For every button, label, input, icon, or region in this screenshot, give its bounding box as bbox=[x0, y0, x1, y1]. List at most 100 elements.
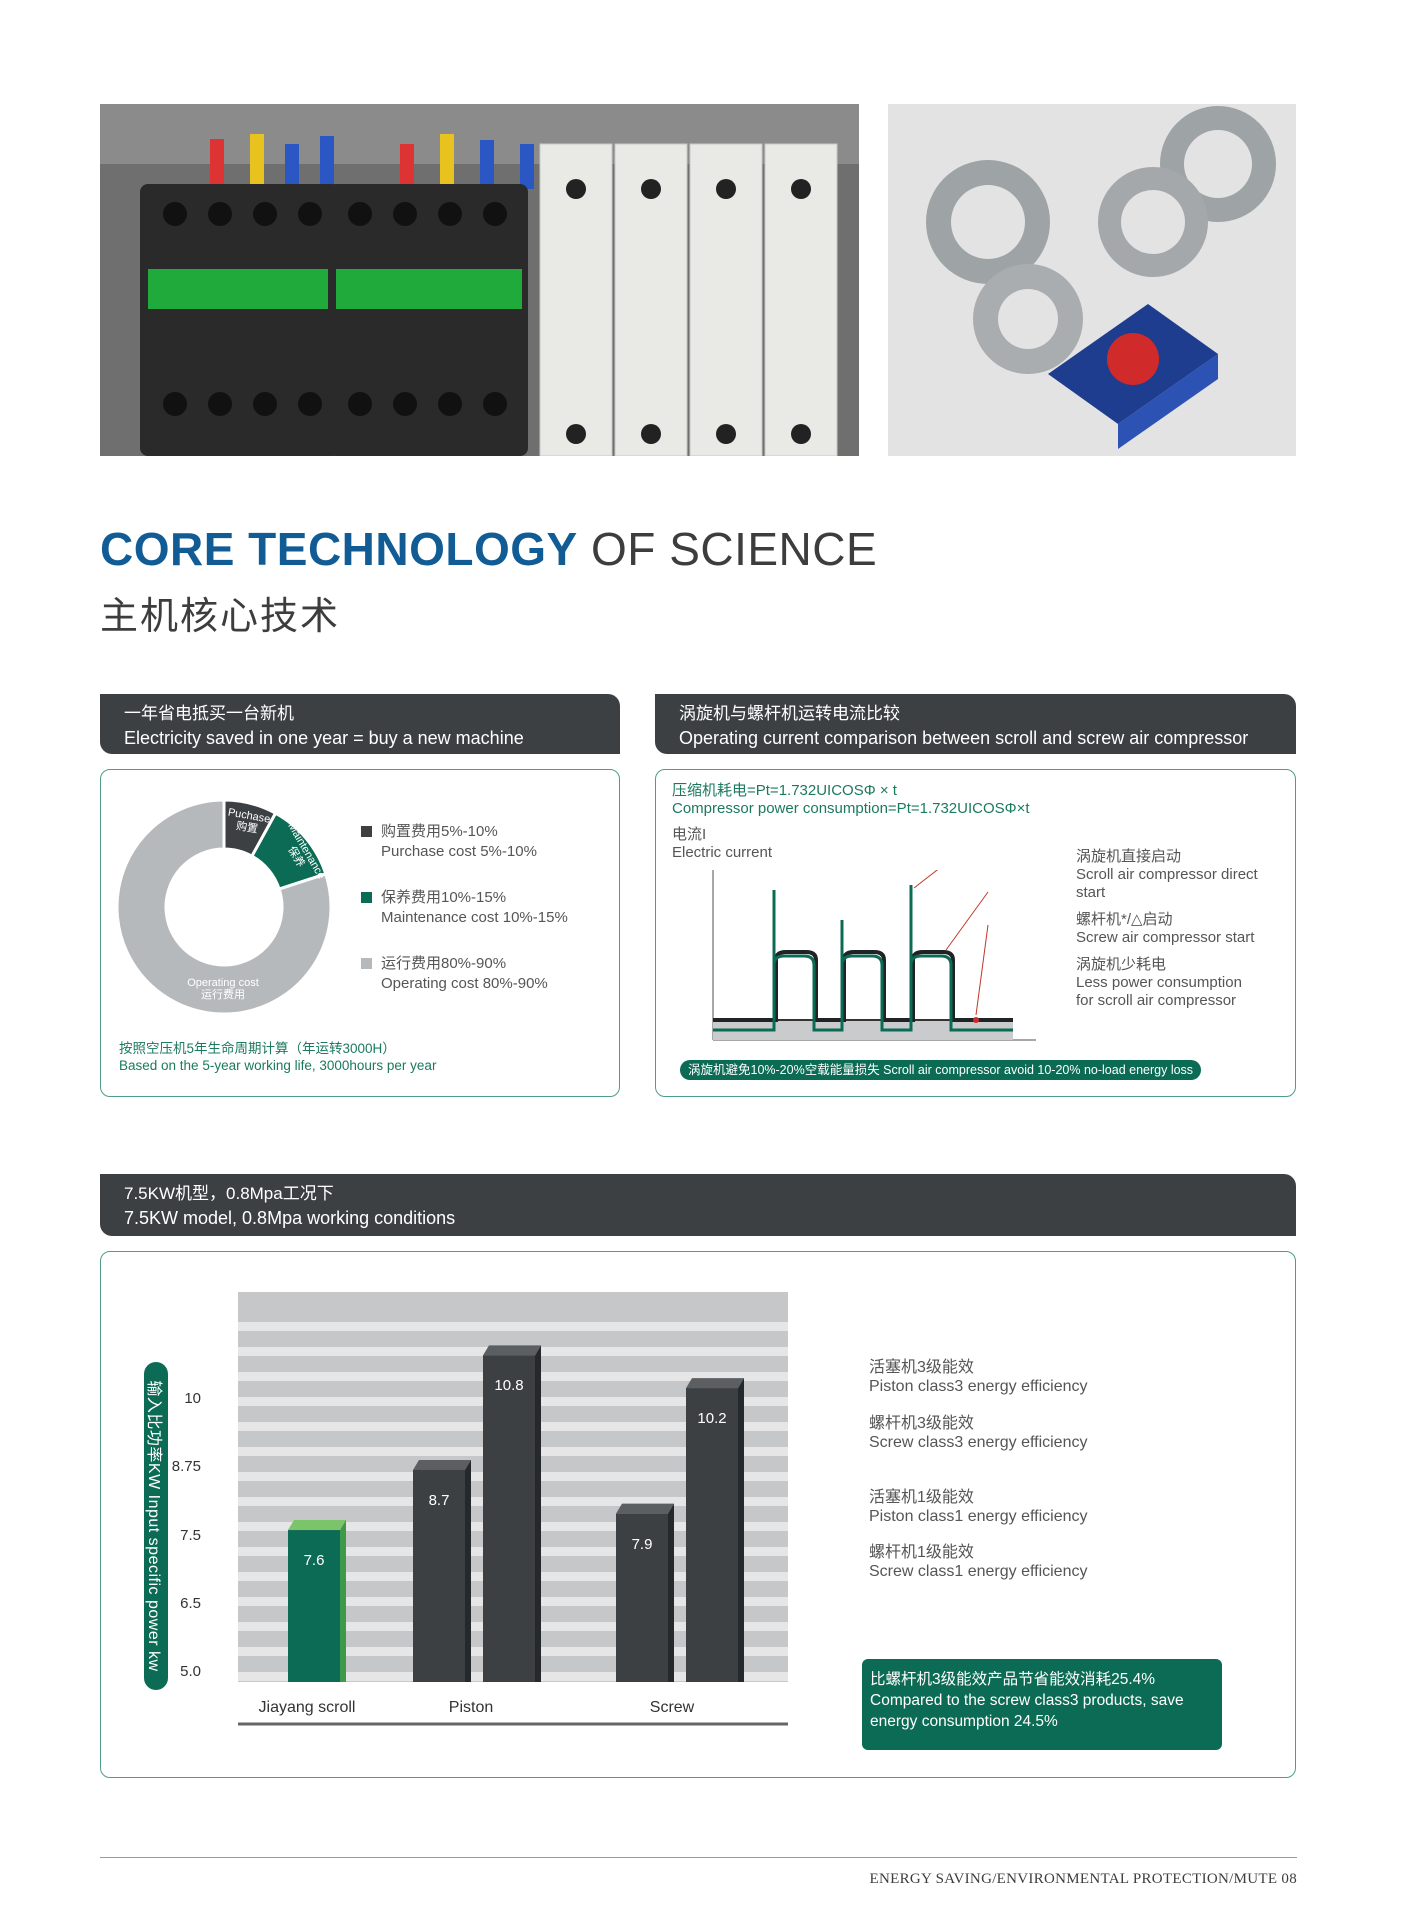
annotation-screw-start: 螺杆机*/△启动 Screw air compressor start bbox=[1076, 911, 1254, 947]
page-title-cn: 主机核心技术 bbox=[100, 596, 341, 638]
annotation-screw-start-cn: 螺杆机*/△启动 bbox=[1076, 911, 1173, 928]
annotation-scroll-direct-start-en-b: start bbox=[1076, 884, 1106, 901]
bar-side-2 bbox=[535, 1345, 541, 1682]
bar-top-3 bbox=[616, 1503, 674, 1514]
section-header-electricity: 一年省电抵买一台新机 Electricity saved in one year… bbox=[100, 694, 620, 754]
annotation-piston-class3: 活塞机3级能效 Piston class3 energy efficiency bbox=[869, 1358, 1087, 1396]
bar-1 bbox=[413, 1469, 465, 1682]
current-waveform bbox=[712, 870, 1036, 1041]
legend-operating-cn: 运行费用80%-90% bbox=[381, 955, 507, 972]
electrical-components-photo bbox=[100, 104, 859, 456]
saving-callout: 比螺杆机3级能效产品节省能效消耗25.4% Compared to the sc… bbox=[862, 1659, 1222, 1750]
donut-panel: Puchase 购置 Maintenance 保养 Operating cost… bbox=[100, 769, 620, 1097]
bar-value-label: 7.9 bbox=[631, 1535, 653, 1553]
y-tick-label: 8.75 bbox=[171, 1458, 201, 1476]
cost-donut-chart bbox=[117, 800, 331, 1014]
section-header-en: Electricity saved in one year = buy a ne… bbox=[124, 728, 524, 748]
annotation-piston-class3-cn: 活塞机3级能效 bbox=[869, 1359, 974, 1376]
y-tick-label: 6.5 bbox=[180, 1594, 201, 1612]
legend-swatch-maintenance bbox=[361, 892, 372, 903]
bearings-illustration bbox=[888, 104, 1296, 456]
donut-note-cn: 按照空压机5年生命周期计算（年运转3000H） bbox=[119, 1041, 396, 1056]
annotation-piston-class3-en: Piston class3 energy efficiency bbox=[869, 1378, 1088, 1395]
donut-slice-2 bbox=[117, 800, 331, 1014]
annotation-less-power: 涡旋机少耗电 Less power consumption for scroll… bbox=[1076, 956, 1242, 1010]
bar-value-label: 10.2 bbox=[697, 1410, 727, 1428]
annotation-screw-start-en: Screw air compressor start bbox=[1076, 929, 1255, 946]
saving-callout-cn: 比螺杆机3级能效产品节省能效消耗25.4% bbox=[870, 1671, 1156, 1688]
annotation-screw-class3: 螺杆机3级能效 Screw class3 energy efficiency bbox=[869, 1414, 1087, 1452]
donut-note-en: Based on the 5-year working life, 3000ho… bbox=[119, 1058, 437, 1073]
y-axis-label: 输入比功率KW Input specific power kw bbox=[144, 1362, 168, 1690]
section-header-cn: 一年省电抵买一台新机 bbox=[124, 704, 294, 723]
bar-chart-panel: 输入比功率KW Input specific power kw 5.0 6.5 7.… bbox=[100, 1251, 1296, 1778]
footer-divider bbox=[100, 1857, 1297, 1858]
power-formula: 压缩机耗电=Pt=1.732UICOSΦ × t Compressor powe… bbox=[672, 782, 1030, 818]
scroll-current-trace bbox=[713, 885, 1013, 1032]
annotation-piston-class1-en: Piston class1 energy efficiency bbox=[869, 1508, 1088, 1525]
bar-side-1 bbox=[465, 1459, 471, 1682]
legend-purchase-cn: 购置费用5%-10% bbox=[381, 823, 498, 840]
bar-top-2 bbox=[483, 1345, 541, 1356]
legend-maintenance: 保养费用10%-15% Maintenance cost 10%-15% bbox=[361, 888, 568, 928]
y-tick-label: 7.5 bbox=[180, 1526, 201, 1544]
annotation-less-power-en-b: for scroll air compressor bbox=[1076, 992, 1237, 1009]
legend-operating: 运行费用80%-90% Operating cost 80%-90% bbox=[361, 954, 548, 994]
no-load-loss-pill: 涡旋机避免10%-20%空载能量损失 Scroll air compressor… bbox=[680, 1060, 1202, 1080]
plot-stripe bbox=[238, 1322, 788, 1331]
bar-0 bbox=[288, 1530, 340, 1682]
legend-operating-en: Operating cost 80%-90% bbox=[381, 975, 548, 992]
bar-top-0 bbox=[288, 1520, 346, 1531]
bar-side-0 bbox=[340, 1520, 346, 1682]
bar-side-3 bbox=[668, 1503, 674, 1682]
page-title: CORE TECHNOLOGY OF SCIENCE bbox=[100, 522, 877, 576]
contactor-illustration bbox=[100, 104, 859, 456]
annotation-screw-class1-en: Screw class1 energy efficiency bbox=[869, 1563, 1088, 1580]
legend-maintenance-en: Maintenance cost 10%-15% bbox=[381, 909, 568, 926]
section-header-en: 7.5KW model, 0.8Mpa working conditions bbox=[124, 1208, 456, 1228]
annotation-piston-class1: 活塞机1级能效 Piston class1 energy efficiency bbox=[869, 1488, 1087, 1526]
annotation-scroll-direct-start-cn: 涡旋机直接启动 bbox=[1076, 848, 1182, 865]
y-tick-label: 10 bbox=[184, 1390, 201, 1407]
donut-label-operating-cn: 运行费用 bbox=[201, 989, 245, 1001]
section-header-cn: 涡旋机与螺杆机运转电流比较 bbox=[679, 704, 900, 723]
leader-line-2 bbox=[945, 891, 989, 951]
current-axis-label-cn: 电流I bbox=[672, 826, 707, 843]
annotation-screw-class3-en: Screw class3 energy efficiency bbox=[869, 1434, 1088, 1451]
bearings-photo bbox=[888, 104, 1296, 456]
bar-4 bbox=[686, 1388, 738, 1682]
legend-purchase-en: Purchase cost 5%-10% bbox=[381, 843, 537, 860]
annotation-less-power-en-a: Less power consumption bbox=[1076, 974, 1242, 991]
bar-value-label: 10.8 bbox=[494, 1377, 524, 1395]
legend-maintenance-cn: 保养费用10%-15% bbox=[381, 889, 507, 906]
energy-loss-marker bbox=[973, 1017, 979, 1023]
bar-value-label: 8.7 bbox=[428, 1491, 450, 1509]
power-formula-cn: 压缩机耗电=Pt=1.732UICOSΦ × t bbox=[672, 782, 897, 799]
current-axis-label: 电流I Electric current bbox=[672, 826, 772, 862]
page-footer: ENERGY SAVING/ENVIRONMENTAL PROTECTION/M… bbox=[869, 1871, 1297, 1887]
screw-current-trace bbox=[713, 950, 1013, 1022]
bar-value-label: 7.6 bbox=[303, 1552, 325, 1570]
saving-callout-en: Compared to the screw class3 products, s… bbox=[870, 1692, 1184, 1730]
specific-power-bar-chart bbox=[238, 1292, 788, 1726]
title-light: OF SCIENCE bbox=[591, 523, 878, 575]
annotation-piston-class1-cn: 活塞机1级能效 bbox=[869, 1489, 974, 1506]
section-header-cn: 7.5KW机型，0.8Mpa工况下 bbox=[124, 1184, 334, 1203]
bar-top-4 bbox=[686, 1378, 744, 1389]
annotation-less-power-cn: 涡旋机少耗电 bbox=[1076, 956, 1167, 973]
donut-label-operating: Operating cost 运行费用 bbox=[173, 977, 273, 1001]
current-axis-label-en: Electric current bbox=[672, 844, 773, 861]
y-tick-label: 5.0 bbox=[180, 1663, 201, 1680]
annotation-screw-class1: 螺杆机1级能效 Screw class1 energy efficiency bbox=[869, 1543, 1087, 1581]
annotation-scroll-direct-start: 涡旋机直接启动 Scroll air compressor direct sta… bbox=[1076, 848, 1258, 902]
current-panel: 压缩机耗电=Pt=1.732UICOSΦ × t Compressor powe… bbox=[655, 769, 1296, 1097]
bar-3 bbox=[616, 1513, 668, 1682]
bar-side-4 bbox=[738, 1378, 744, 1682]
leader-line-1 bbox=[913, 870, 938, 889]
section-header-current: 涡旋机与螺杆机运转电流比较 Operating current comparis… bbox=[655, 694, 1296, 754]
donut-note: 按照空压机5年生命周期计算（年运转3000H） Based on the 5-y… bbox=[119, 1040, 436, 1074]
idle-band bbox=[713, 1020, 1013, 1040]
category-label-screw: Screw bbox=[649, 1699, 695, 1716]
annotation-scroll-direct-start-en-a: Scroll air compressor direct bbox=[1076, 866, 1258, 883]
annotation-screw-class1-cn: 螺杆机1级能效 bbox=[869, 1544, 974, 1561]
